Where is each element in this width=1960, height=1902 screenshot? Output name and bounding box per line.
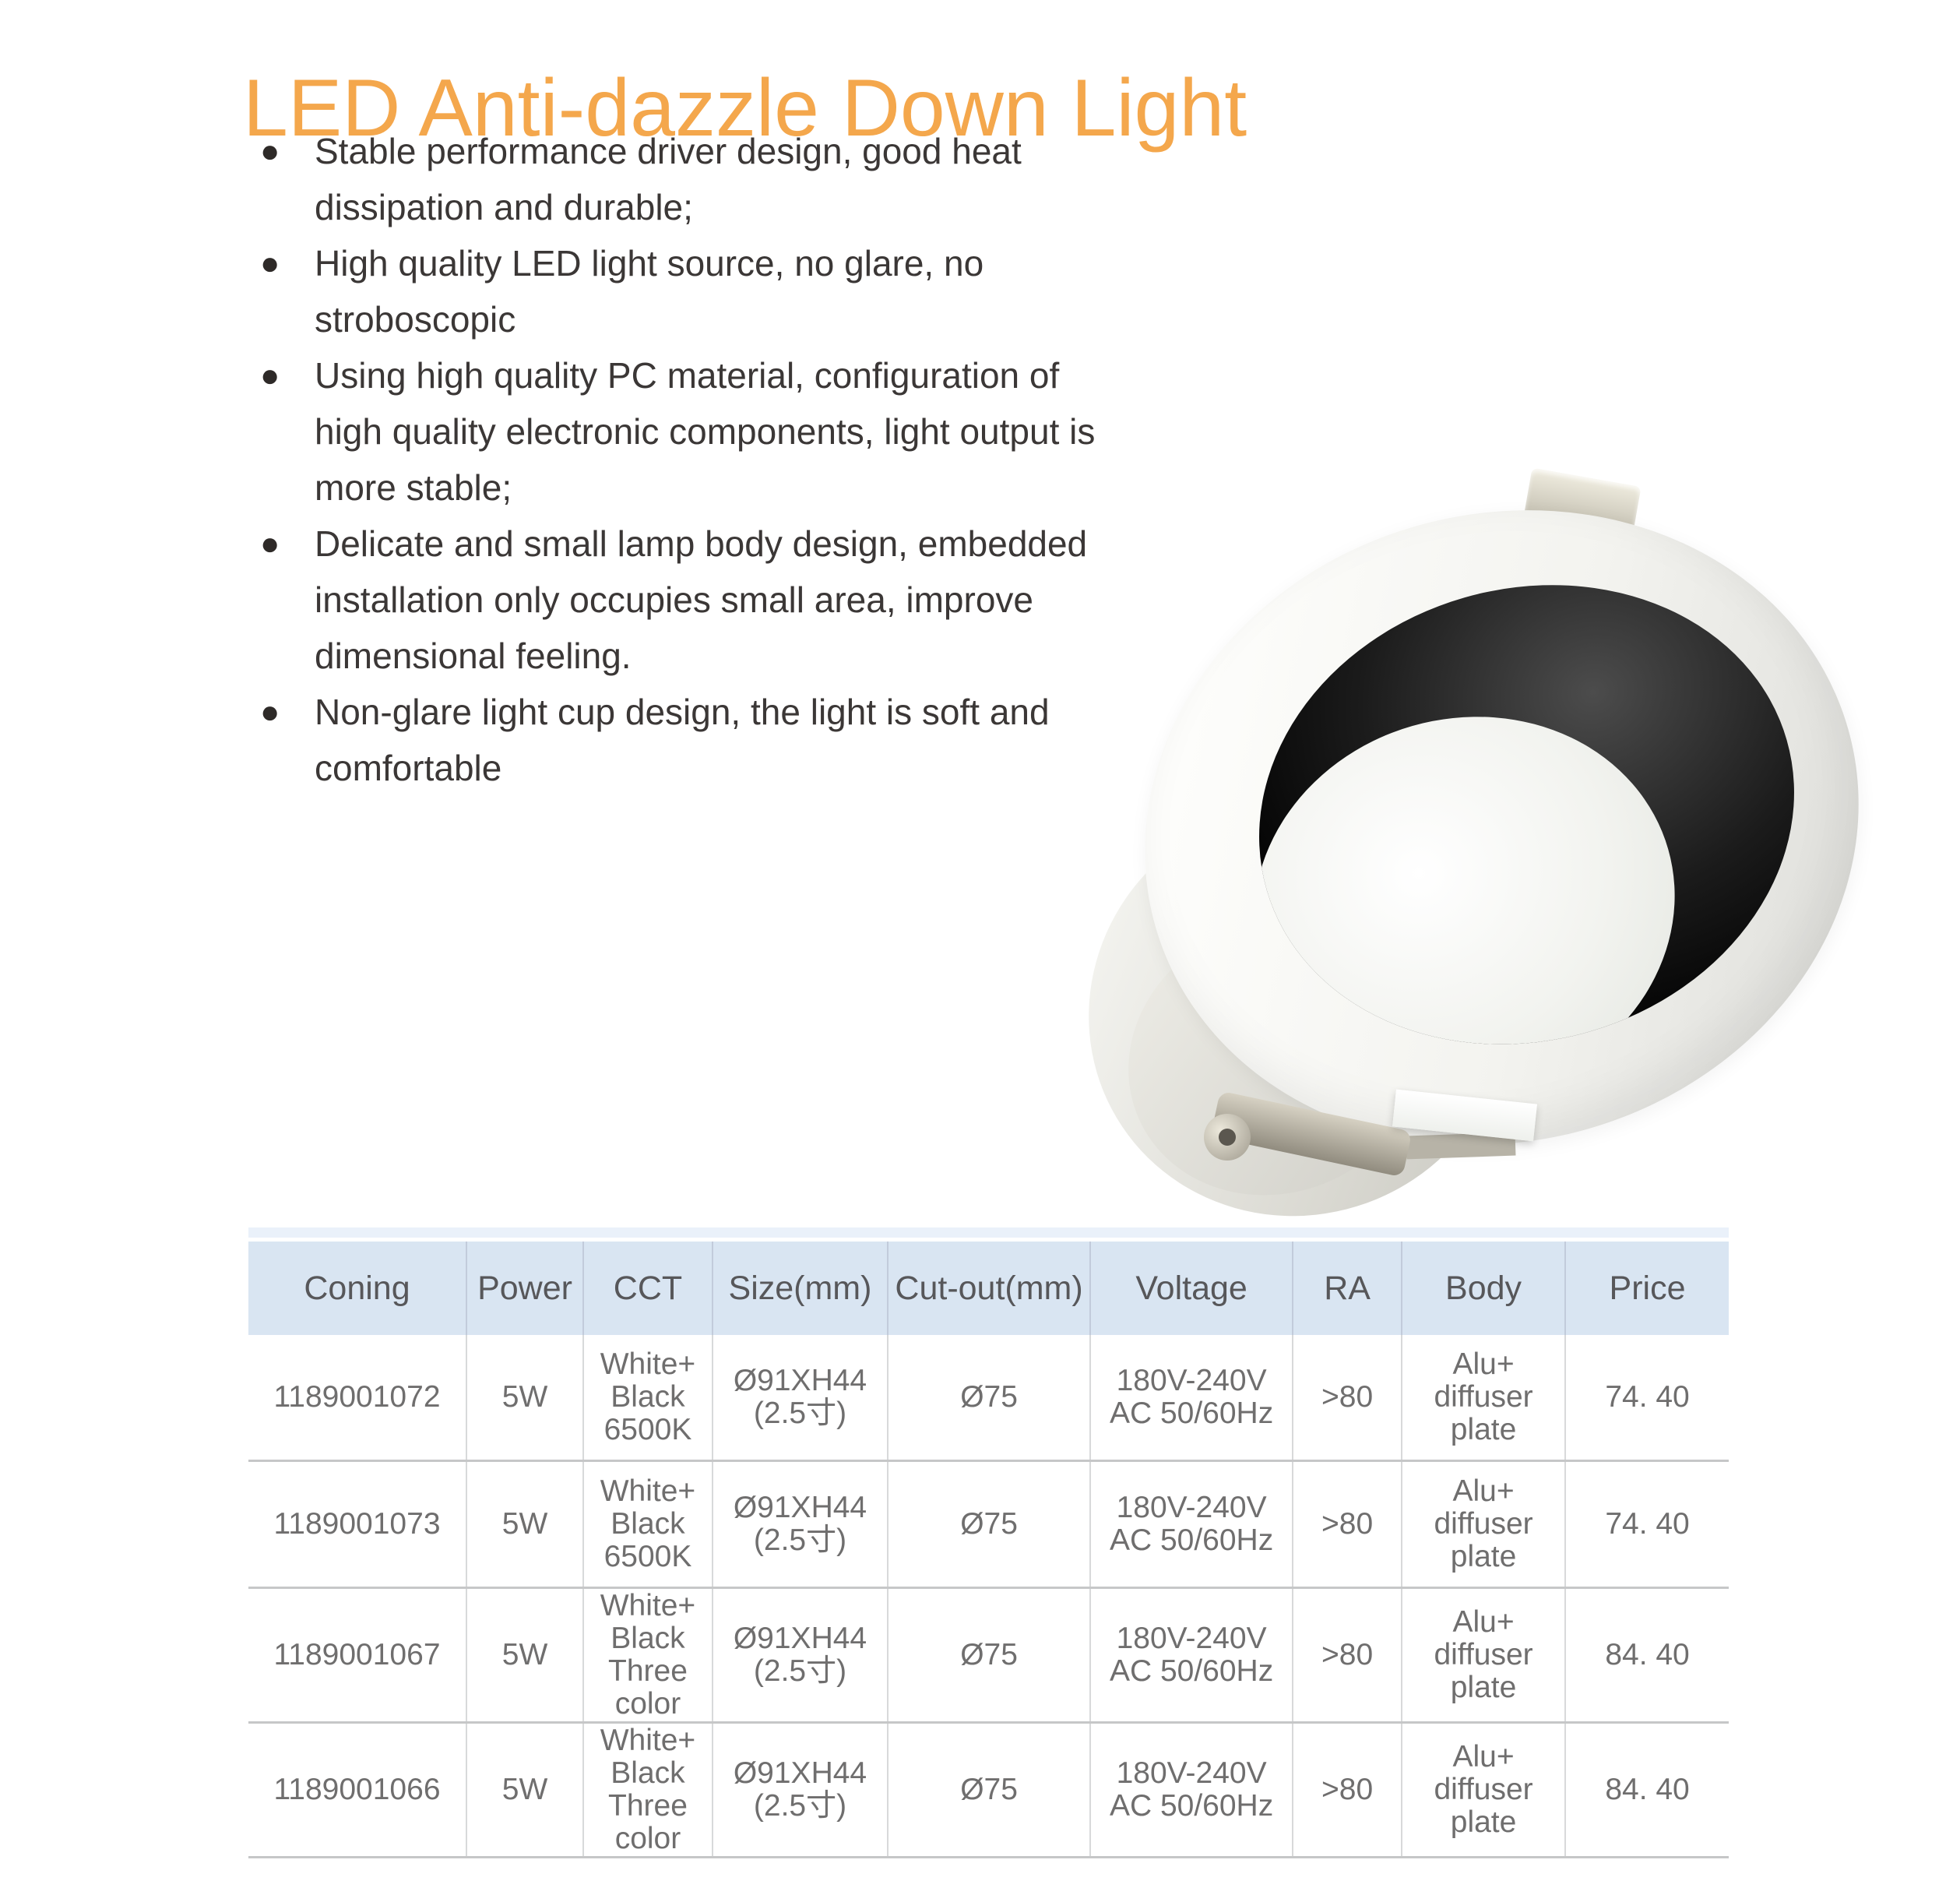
feature-text: Non-glare light cup design, the light is… — [315, 692, 1050, 788]
feature-item: ● Non-glare light cup design, the light … — [259, 684, 1115, 796]
feature-text: High quality LED light source, no glare,… — [315, 243, 984, 340]
spec-table-section: Coning Power CCT Size(mm) Cut-out(mm) Vo… — [248, 1227, 1729, 1858]
feature-text: Delicate and small lamp body design, emb… — [315, 523, 1088, 676]
cell-coning: 1189001072 — [248, 1335, 468, 1461]
cell-cutout: Ø75 — [888, 1721, 1092, 1858]
feature-item: ● Using high quality PC material, config… — [259, 347, 1115, 516]
table-row: 1189001066 5W White+ Black Three color Ø… — [248, 1721, 1729, 1858]
cell-coning: 1189001067 — [248, 1587, 468, 1723]
table-row: 1189001067 5W White+ Black Three color Ø… — [248, 1587, 1729, 1723]
table-top-strip — [248, 1227, 1729, 1238]
cell-size: Ø91XH44 (2.5寸) — [712, 1460, 889, 1588]
cell-coning: 1189001066 — [248, 1721, 468, 1858]
col-header-cct: CCT — [583, 1242, 713, 1335]
cell-ra: >80 — [1293, 1460, 1403, 1588]
cell-power: 5W — [466, 1721, 584, 1858]
cell-cct: White+ Black Three color — [583, 1721, 713, 1858]
cell-cutout: Ø75 — [888, 1335, 1092, 1461]
col-header-size: Size(mm) — [712, 1242, 889, 1335]
feature-item: ● High quality LED light source, no glar… — [259, 235, 1115, 347]
table-row: 1189001073 5W White+ Black 6500K Ø91XH44… — [248, 1460, 1729, 1588]
feature-item: ● Stable performance driver design, good… — [259, 123, 1115, 235]
cell-size: Ø91XH44 (2.5寸) — [712, 1335, 889, 1461]
col-header-cutout: Cut-out(mm) — [888, 1242, 1092, 1335]
cell-body: Alu+ diffuser plate — [1402, 1721, 1567, 1858]
cell-voltage: 180V-240V AC 50/60Hz — [1090, 1335, 1294, 1461]
bullet-icon: ● — [260, 245, 280, 281]
cell-power: 5W — [466, 1460, 584, 1588]
feature-list: ● Stable performance driver design, good… — [259, 123, 1115, 796]
col-header-ra: RA — [1293, 1242, 1403, 1335]
table-header-row: Coning Power CCT Size(mm) Cut-out(mm) Vo… — [248, 1242, 1729, 1335]
cell-body: Alu+ diffuser plate — [1402, 1460, 1567, 1588]
table-row: 1189001072 5W White+ Black 6500K Ø91XH44… — [248, 1335, 1729, 1461]
cell-ra: >80 — [1293, 1721, 1403, 1858]
bullet-icon: ● — [260, 693, 280, 730]
cell-size: Ø91XH44 (2.5寸) — [712, 1587, 889, 1723]
cell-cutout: Ø75 — [888, 1460, 1092, 1588]
cell-power: 5W — [466, 1335, 584, 1461]
cell-cutout: Ø75 — [888, 1587, 1092, 1723]
product-photo — [1015, 427, 1935, 1291]
col-header-power: Power — [466, 1242, 584, 1335]
cell-price: 74. 40 — [1605, 1380, 1690, 1414]
feature-item: ● Delicate and small lamp body design, e… — [259, 516, 1115, 684]
cell-price: 84. 40 — [1565, 1587, 1729, 1723]
cell-cct: White+ Black Three color — [583, 1587, 713, 1723]
cell-coning: 1189001073 — [248, 1460, 468, 1588]
cell-body: Alu+ diffuser plate — [1402, 1335, 1567, 1461]
cell-cct: White+ Black 6500K — [583, 1460, 713, 1588]
col-header-price: Price — [1565, 1242, 1729, 1335]
cell-ra: >80 — [1293, 1335, 1403, 1461]
feature-text: Using high quality PC material, configur… — [315, 355, 1096, 508]
spec-table: Coning Power CCT Size(mm) Cut-out(mm) Vo… — [248, 1242, 1729, 1858]
cell-body: Alu+ diffuser plate — [1402, 1587, 1567, 1723]
feature-text: Stable performance driver design, good h… — [315, 131, 1022, 227]
clip-screw-center — [1219, 1129, 1236, 1146]
col-header-voltage: Voltage — [1090, 1242, 1294, 1335]
cell-voltage: 180V-240V AC 50/60Hz — [1090, 1460, 1294, 1588]
cell-size: Ø91XH44 (2.5寸) — [712, 1721, 889, 1858]
cell-ra: >80 — [1293, 1587, 1403, 1723]
cell-cct: White+ Black 6500K — [583, 1335, 713, 1461]
page-title: LED Anti-dazzle Down Light — [243, 62, 1247, 153]
bullet-icon: ● — [260, 525, 280, 562]
bullet-icon: ● — [260, 357, 280, 393]
col-header-coning: Coning — [248, 1242, 468, 1335]
cell-power: 5W — [466, 1587, 584, 1723]
cell-voltage: 180V-240V AC 50/60Hz — [1090, 1721, 1294, 1858]
col-header-body: Body — [1402, 1242, 1567, 1335]
cell-price: 84. 40 — [1565, 1721, 1729, 1858]
cell-price: 74. 40 — [1565, 1460, 1729, 1588]
cell-voltage: 180V-240V AC 50/60Hz — [1090, 1587, 1294, 1723]
bullet-icon: ● — [260, 132, 280, 169]
